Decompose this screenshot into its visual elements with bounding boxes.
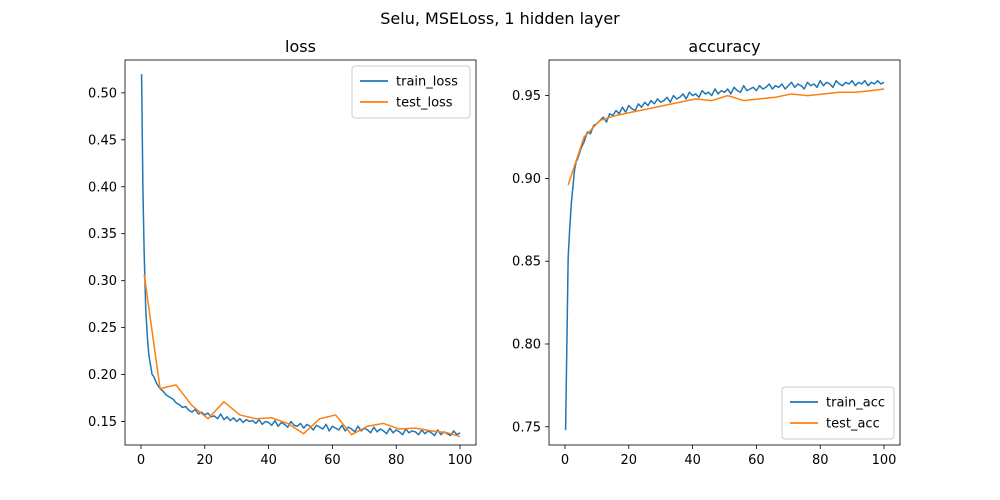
x-tick-label: 80 (812, 453, 829, 468)
series-line-train_loss (140, 74, 461, 437)
y-tick-label: 0.15 (88, 415, 117, 430)
legend-box (781, 386, 895, 440)
y-tick-label: 0.50 (88, 86, 117, 101)
legend-label-test_loss: test_loss (396, 96, 453, 111)
x-tick-label: 60 (324, 453, 341, 468)
x-tick-label: 40 (260, 453, 277, 468)
x-tick-label: 100 (448, 453, 473, 468)
loss-axes-frame (124, 59, 477, 446)
series-line-train_acc (564, 79, 885, 431)
y-tick-label: 0.40 (88, 180, 117, 195)
legend-label-train_acc: train_acc (826, 396, 885, 411)
y-tick-label: 0.80 (512, 337, 541, 352)
y-tick-label: 0.30 (88, 274, 117, 289)
y-tick-label: 0.90 (512, 172, 541, 187)
x-tick-label: 60 (748, 453, 765, 468)
x-tick-label: 0 (137, 453, 145, 468)
x-tick-label: 100 (872, 453, 897, 468)
series-line-test_acc (567, 88, 885, 186)
figure-suptitle: Selu, MSELoss, 1 hidden layer (380, 9, 620, 28)
x-tick-label: 20 (196, 453, 213, 468)
accuracy-legend: train_acc test_acc (781, 386, 895, 440)
y-tick-label: 0.45 (88, 133, 117, 148)
accuracy-subplot: accuracy 0 20 40 60 80 100 0.75 0.80 0.85 0.90 0.95… (512, 37, 901, 468)
x-tick-label: 20 (620, 453, 637, 468)
x-tick-label: 80 (388, 453, 405, 468)
x-tick-label: 0 (561, 453, 569, 468)
y-tick-label: 0.95 (512, 89, 541, 104)
x-tick-label: 40 (684, 453, 701, 468)
series-line-test_loss (143, 273, 461, 438)
loss-title: loss (285, 37, 316, 56)
y-tick-label: 0.35 (88, 227, 117, 242)
legend-box (351, 65, 471, 119)
legend-label-train_loss: train_loss (396, 75, 458, 90)
y-tick-label: 0.25 (88, 321, 117, 336)
legend-label-test_acc: test_acc (826, 417, 880, 432)
accuracy-axes-frame (548, 59, 901, 446)
loss-subplot: loss 0 20 40 60 80 100 0.15 0.20 0.25 0.30 0.35 0.40… (88, 37, 477, 468)
accuracy-title: accuracy (688, 37, 760, 56)
y-tick-label: 0.75 (512, 420, 541, 435)
y-tick-label: 0.85 (512, 255, 541, 270)
loss-legend: train_loss test_loss (351, 65, 471, 119)
y-tick-label: 0.20 (88, 368, 117, 383)
